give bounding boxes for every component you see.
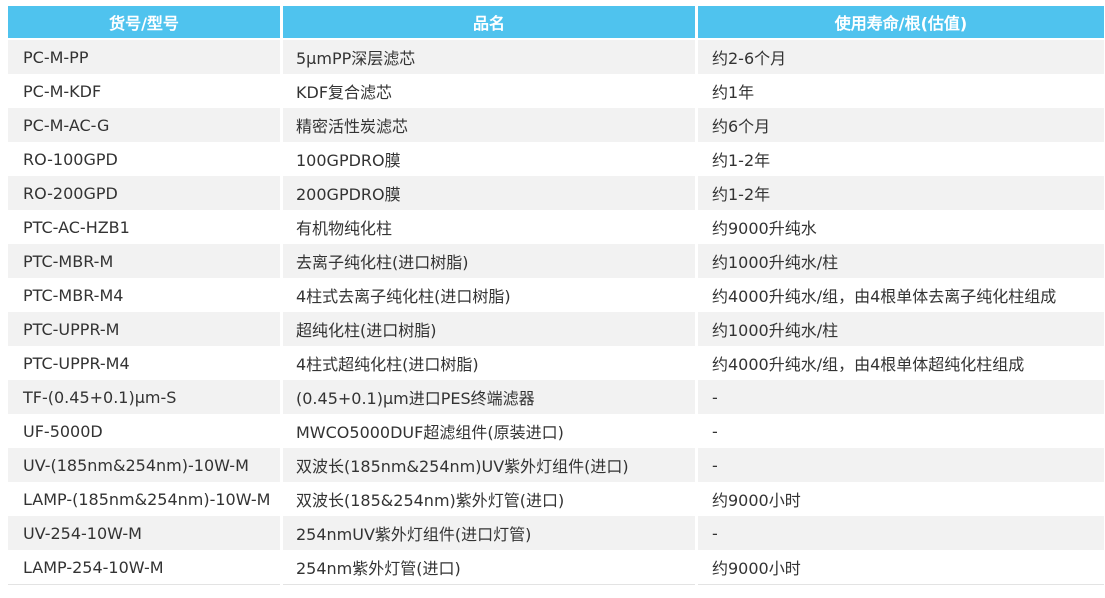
table-row: RO-100GPD 100GPDRO膜 约1-2年: [8, 142, 1104, 176]
cell-lifetime: 约4000升纯水/组，由4根单体去离子纯化柱组成: [698, 278, 1104, 312]
cell-product-name: (0.45+0.1)μm进口PES终端滤器: [283, 380, 695, 414]
table-header: 货号/型号 品名 使用寿命/根(估值): [8, 6, 1104, 40]
header-product-name: 品名: [283, 6, 695, 40]
cell-lifetime: 约2-6个月: [698, 40, 1104, 74]
cell-product-name: 4柱式去离子纯化柱(进口树脂): [283, 278, 695, 312]
cell-product-name: 254nm紫外灯管(进口): [283, 550, 695, 585]
table-row: PTC-UPPR-M4 4柱式超纯化柱(进口树脂) 约4000升纯水/组，由4根单体…: [8, 346, 1104, 380]
cell-product-name: 254nmUV紫外灯组件(进口灯管): [283, 516, 695, 550]
cell-model: UV-254-10W-M: [8, 516, 280, 550]
cell-product-name: 精密活性炭滤芯: [283, 108, 695, 142]
table-row: PTC-MBR-M4 4柱式去离子纯化柱(进口树脂) 约4000升纯水/组，由4根单…: [8, 278, 1104, 312]
cell-product-name: 去离子纯化柱(进口树脂): [283, 244, 695, 278]
cell-lifetime: -: [698, 448, 1104, 482]
cell-lifetime: 约1年: [698, 74, 1104, 108]
cell-model: PC-M-PP: [8, 40, 280, 74]
cell-model: UV-(185nm&254nm)-10W-M: [8, 448, 280, 482]
cell-model: RO-200GPD: [8, 176, 280, 210]
table-row: LAMP-(185nm&254nm)-10W-M 双波长(185&254nm)紫外…: [8, 482, 1104, 516]
table-row: TF-(0.45+0.1)μm-S (0.45+0.1)μm进口PES终端滤器 -: [8, 380, 1104, 414]
table-row: PTC-AC-HZB1 有机物纯化柱 约9000升纯水: [8, 210, 1104, 244]
product-table-container: 货号/型号 品名 使用寿命/根(估值) PC-M-PP 5μmPP深层滤芯 约2-6…: [8, 6, 1104, 585]
cell-model: PC-M-AC-G: [8, 108, 280, 142]
cell-lifetime: 约4000升纯水/组，由4根单体超纯化柱组成: [698, 346, 1104, 380]
cell-lifetime: 约9000小时: [698, 482, 1104, 516]
header-lifetime: 使用寿命/根(估值): [698, 6, 1104, 40]
cell-product-name: 有机物纯化柱: [283, 210, 695, 244]
header-model: 货号/型号: [8, 6, 280, 40]
cell-product-name: 4柱式超纯化柱(进口树脂): [283, 346, 695, 380]
cell-lifetime: 约6个月: [698, 108, 1104, 142]
cell-model: LAMP-254-10W-M: [8, 550, 280, 585]
cell-lifetime: -: [698, 516, 1104, 550]
table-row: UF-5000D MWCO5000DUF超滤组件(原装进口) -: [8, 414, 1104, 448]
cell-model: PTC-UPPR-M4: [8, 346, 280, 380]
cell-model: PTC-MBR-M4: [8, 278, 280, 312]
cell-model: PTC-UPPR-M: [8, 312, 280, 346]
cell-model: RO-100GPD: [8, 142, 280, 176]
cell-lifetime: 约9000小时: [698, 550, 1104, 585]
cell-lifetime: -: [698, 380, 1104, 414]
cell-product-name: 200GPDRO膜: [283, 176, 695, 210]
cell-model: PTC-MBR-M: [8, 244, 280, 278]
cell-lifetime: 约1-2年: [698, 176, 1104, 210]
cell-product-name: 100GPDRO膜: [283, 142, 695, 176]
cell-lifetime: 约1-2年: [698, 142, 1104, 176]
cell-model: UF-5000D: [8, 414, 280, 448]
cell-product-name: MWCO5000DUF超滤组件(原装进口): [283, 414, 695, 448]
product-table: 货号/型号 品名 使用寿命/根(估值) PC-M-PP 5μmPP深层滤芯 约2-6…: [5, 6, 1105, 585]
cell-lifetime: 约1000升纯水/柱: [698, 244, 1104, 278]
table-row: PTC-UPPR-M 超纯化柱(进口树脂) 约1000升纯水/柱: [8, 312, 1104, 346]
cell-product-name: 超纯化柱(进口树脂): [283, 312, 695, 346]
table-row: PC-M-AC-G 精密活性炭滤芯 约6个月: [8, 108, 1104, 142]
cell-lifetime: 约1000升纯水/柱: [698, 312, 1104, 346]
table-row: RO-200GPD 200GPDRO膜 约1-2年: [8, 176, 1104, 210]
cell-model: PTC-AC-HZB1: [8, 210, 280, 244]
cell-product-name: KDF复合滤芯: [283, 74, 695, 108]
cell-model: LAMP-(185nm&254nm)-10W-M: [8, 482, 280, 516]
cell-model: TF-(0.45+0.1)μm-S: [8, 380, 280, 414]
cell-product-name: 5μmPP深层滤芯: [283, 40, 695, 74]
header-row: 货号/型号 品名 使用寿命/根(估值): [8, 6, 1104, 40]
cell-lifetime: 约9000升纯水: [698, 210, 1104, 244]
table-row: PTC-MBR-M 去离子纯化柱(进口树脂) 约1000升纯水/柱: [8, 244, 1104, 278]
table-row: UV-(185nm&254nm)-10W-M 双波长(185nm&254nm)UV…: [8, 448, 1104, 482]
table-row: PC-M-PP 5μmPP深层滤芯 约2-6个月: [8, 40, 1104, 74]
table-row: UV-254-10W-M 254nmUV紫外灯组件(进口灯管) -: [8, 516, 1104, 550]
table-body: PC-M-PP 5μmPP深层滤芯 约2-6个月 PC-M-KDF KDF复合滤芯 约1年…: [8, 40, 1104, 585]
cell-lifetime: -: [698, 414, 1104, 448]
table-row: PC-M-KDF KDF复合滤芯 约1年: [8, 74, 1104, 108]
cell-model: PC-M-KDF: [8, 74, 280, 108]
table-row: LAMP-254-10W-M 254nm紫外灯管(进口) 约9000小时: [8, 550, 1104, 585]
cell-product-name: 双波长(185&254nm)紫外灯管(进口): [283, 482, 695, 516]
cell-product-name: 双波长(185nm&254nm)UV紫外灯组件(进口): [283, 448, 695, 482]
